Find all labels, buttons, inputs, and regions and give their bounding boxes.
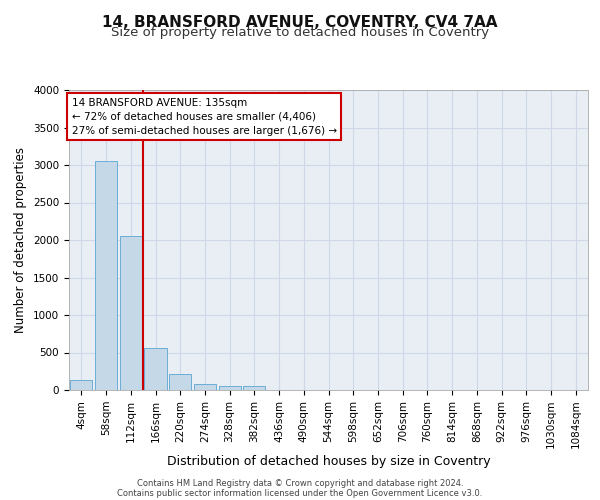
Text: Size of property relative to detached houses in Coventry: Size of property relative to detached ho… [111, 26, 489, 39]
Bar [95, 161, 117, 390]
Bar [218, 386, 241, 390]
X-axis label: Distribution of detached houses by size in Coventry: Distribution of detached houses by size … [167, 456, 490, 468]
Text: 14, BRANSFORD AVENUE, COVENTRY, CV4 7AA: 14, BRANSFORD AVENUE, COVENTRY, CV4 7AA [102, 15, 498, 30]
Bar [70, 380, 92, 390]
Y-axis label: Number of detached properties: Number of detached properties [14, 147, 28, 333]
Bar [243, 386, 265, 390]
Text: Contains HM Land Registry data © Crown copyright and database right 2024.: Contains HM Land Registry data © Crown c… [137, 478, 463, 488]
Text: 14 BRANSFORD AVENUE: 135sqm
← 72% of detached houses are smaller (4,406)
27% of : 14 BRANSFORD AVENUE: 135sqm ← 72% of det… [71, 98, 337, 136]
Bar [119, 236, 142, 390]
Text: Contains public sector information licensed under the Open Government Licence v3: Contains public sector information licen… [118, 488, 482, 498]
Bar [169, 374, 191, 390]
Bar [145, 348, 167, 390]
Bar [194, 384, 216, 390]
